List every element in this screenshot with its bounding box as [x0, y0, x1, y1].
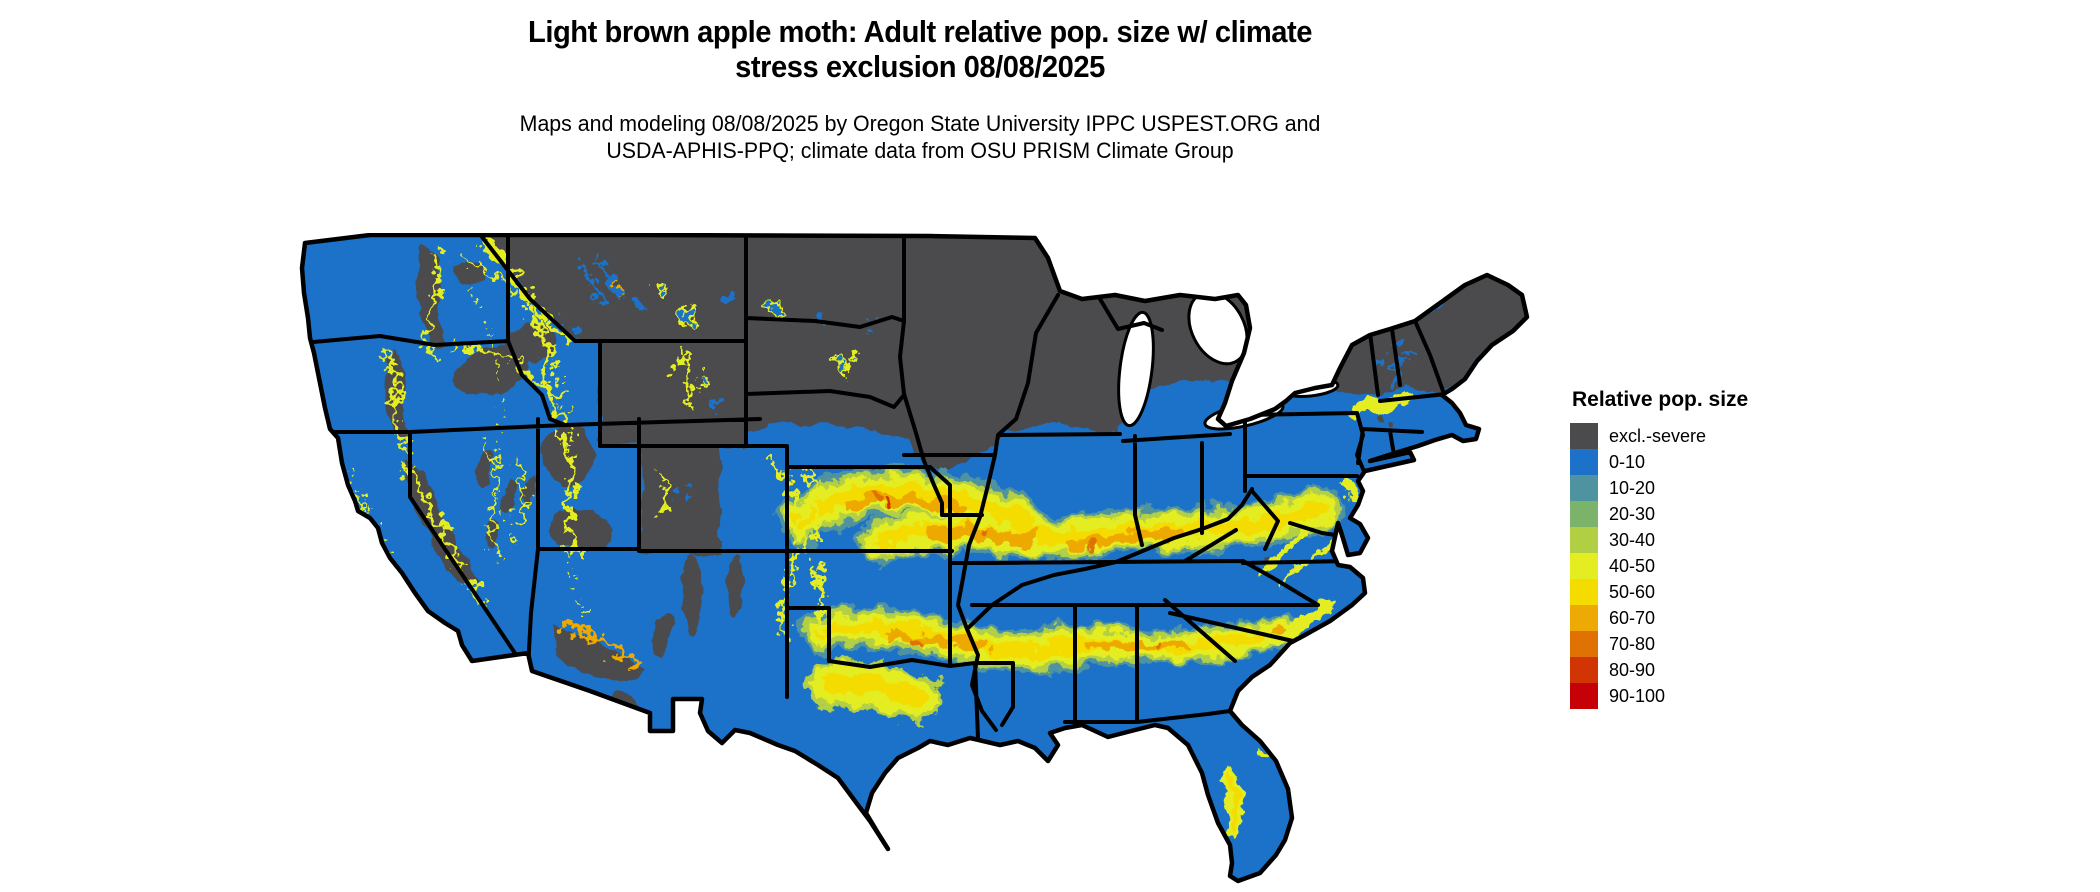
legend-item: 40-50 [1570, 553, 1830, 579]
legend-swatch [1570, 631, 1598, 657]
legend-item: excl.-severe [1570, 423, 1830, 449]
legend-swatch [1570, 657, 1598, 683]
legend-swatch [1570, 527, 1598, 553]
legend-item: 10-20 [1570, 475, 1830, 501]
map-title-line2: stress exclusion 08/08/2025 [735, 49, 1105, 84]
legend-swatch [1570, 449, 1598, 475]
legend-swatch [1570, 423, 1598, 449]
legend-label: 10-20 [1609, 477, 1656, 498]
legend-label: 90-100 [1609, 685, 1666, 706]
legend-label: 60-70 [1609, 607, 1656, 628]
legend-swatch [1570, 475, 1598, 501]
lake-michigan [1117, 310, 1155, 428]
legend-item: 20-30 [1570, 501, 1830, 527]
legend-swatch [1570, 683, 1598, 709]
legend-label: 20-30 [1609, 503, 1656, 524]
legend-item: 30-40 [1570, 527, 1830, 553]
legend-swatch [1570, 579, 1598, 605]
us-map [230, 233, 1540, 888]
legend-swatch [1570, 605, 1598, 631]
legend-item: 70-80 [1570, 631, 1830, 657]
legend-swatch [1570, 501, 1598, 527]
map-subtitle-line2: USDA-APHIS-PPQ; climate data from OSU PR… [606, 138, 1234, 163]
legend-label: excl.-severe [1609, 425, 1707, 446]
map-title-line1: Light brown apple moth: Adult relative p… [528, 14, 1312, 49]
legend-label: 80-90 [1609, 659, 1656, 680]
map-subtitle: Maps and modeling 08/08/2025 by Oregon S… [0, 110, 1840, 164]
map-subtitle-line1: Maps and modeling 08/08/2025 by Oregon S… [519, 111, 1321, 136]
legend-item: 90-100 [1570, 683, 1830, 709]
legend-label: 50-60 [1609, 581, 1656, 602]
legend-item: 50-60 [1570, 579, 1830, 605]
legend-item: 60-70 [1570, 605, 1830, 631]
excluded-region-layer [384, 235, 1527, 849]
header: Light brown apple moth: Adult relative p… [0, 14, 1840, 164]
legend-label: 70-80 [1609, 633, 1656, 654]
legend-title: Relative pop. size [1572, 388, 1749, 411]
legend-item: 0-10 [1570, 449, 1830, 475]
us-map-svg [230, 233, 1540, 888]
legend-item: 80-90 [1570, 657, 1830, 683]
legend-label: 40-50 [1609, 555, 1656, 576]
state-borders [302, 235, 1448, 740]
legend: Relative pop. size excl.-severe 0-10 10-20… [1570, 388, 1830, 709]
legend-label: 30-40 [1609, 529, 1656, 550]
legend-label: 0-10 [1609, 451, 1646, 472]
legend-swatch [1570, 553, 1598, 579]
legend-items: excl.-severe 0-10 10-20 20-30 30-40 40-50 50-6… [1570, 423, 1830, 709]
